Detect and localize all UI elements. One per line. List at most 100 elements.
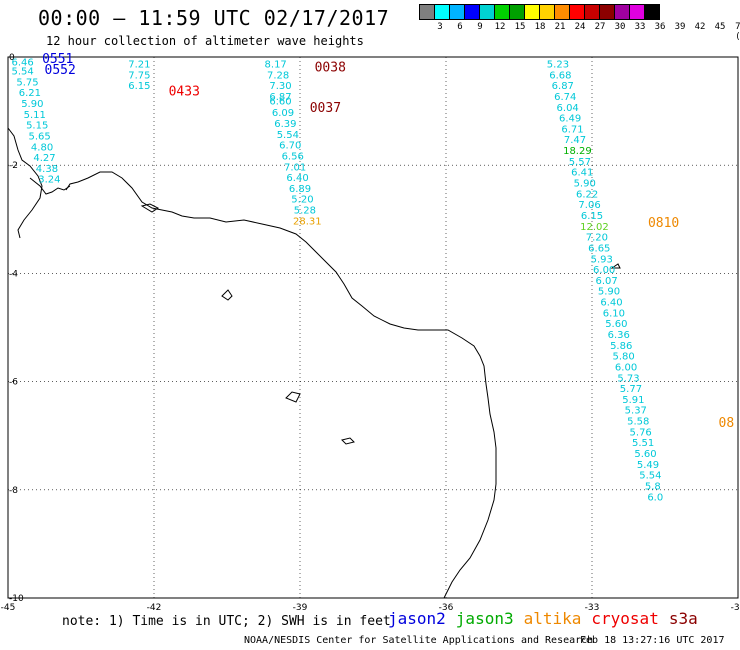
wave-height-value: 5.90 — [598, 287, 620, 298]
color-scale-label: 3 — [437, 22, 443, 32]
wave-height-value: 5.15 — [26, 121, 48, 132]
track-altika: 7.217.756.15 — [128, 59, 150, 92]
wave-height-value: 6.40 — [600, 298, 622, 309]
longitude-tick-label: -45 — [1, 603, 16, 613]
wave-height-value: 5.90 — [574, 179, 596, 190]
wave-height-value: 7.01 — [284, 162, 306, 173]
legend-item-jason2: jason2 — [388, 609, 446, 628]
wave-height-value: 6.22 — [576, 189, 598, 200]
wave-height-value: 5.49 — [637, 460, 659, 471]
wave-height-value: 5.93 — [591, 254, 613, 265]
wave-height-value: 7.21 — [128, 59, 150, 70]
longitude-tick-label: -30 — [731, 603, 740, 613]
legend-item-cryosat: cryosat — [591, 609, 659, 628]
longitude-tick-label: -42 — [147, 603, 162, 613]
wave-height-value: 6.07 — [595, 276, 617, 287]
color-scale-label: 9 — [477, 22, 483, 32]
legend-item-altika: altika — [523, 609, 582, 628]
wave-height-value: 5.20 — [291, 195, 313, 206]
island-1 — [140, 203, 159, 213]
pass-time-label: 0552 — [45, 63, 76, 78]
wave-height-value: 7.75 — [128, 70, 150, 81]
wave-height-value: 3.24 — [38, 175, 60, 186]
wave-height-value: 5.51 — [632, 438, 654, 449]
wave-height-value: 6.74 — [554, 92, 576, 103]
color-scale-label: 12 — [494, 22, 506, 32]
wave-height-value: 6.60 — [269, 96, 291, 107]
wave-height-value: 6.41 — [571, 168, 593, 179]
wave-height-value: 7.30 — [269, 81, 291, 92]
wave-height-value: 6.68 — [549, 70, 571, 81]
wave-height-value: 6.0 — [647, 492, 663, 503]
wave-height-value: 28.31 — [293, 216, 322, 227]
color-scale-label: 18 — [534, 22, 546, 32]
wave-height-value: 6.15 — [581, 211, 603, 222]
wave-height-value: 5.73 — [617, 373, 639, 384]
wave-height-value: 5.28 — [294, 206, 316, 217]
wave-height-value: 5.8 — [645, 481, 661, 492]
color-scale-label: 39 — [674, 22, 686, 32]
wave-height-value: 6.65 — [588, 243, 610, 254]
island-2 — [221, 289, 233, 301]
wave-height-value: 6.15 — [128, 81, 150, 92]
wave-height-value: 5.57 — [569, 157, 591, 168]
brazil-coastline — [65, 171, 497, 599]
wave-height-value: 6.21 — [19, 88, 41, 99]
pass-time-label: 0433 — [169, 85, 200, 100]
longitude-tick-label: -39 — [293, 603, 308, 613]
pass-time-label: 0037 — [310, 101, 341, 116]
wave-height-value: 4.38 — [36, 164, 58, 175]
wave-height-value: 5.54 — [11, 67, 33, 78]
color-scale-label: 45 — [714, 22, 726, 32]
color-scale-label: 15 — [514, 22, 526, 32]
wave-height-value: 5.60 — [605, 319, 627, 330]
latitude-tick-label: -8 — [9, 486, 18, 496]
wave-height-value: 5.37 — [625, 406, 647, 417]
color-scale-label: 42 — [694, 22, 706, 32]
wave-height-value: 6.00 — [593, 265, 615, 276]
wave-height-value: 5.80 — [613, 352, 635, 363]
legend-item-jason3: jason3 — [455, 609, 514, 628]
color-swatch — [644, 4, 660, 20]
wave-height-value: 6.87 — [269, 92, 291, 103]
track-cryosat: 8.177.287.306.876.606.096.395.546.706.56… — [265, 59, 322, 227]
wave-height-value: 6.46 — [11, 57, 33, 68]
wave-height-value: 6.36 — [608, 330, 630, 341]
wave-height-value: 6.00 — [615, 362, 637, 373]
wave-height-value: 6.09 — [272, 108, 294, 119]
legend-item-s3a: s3a — [668, 609, 698, 628]
grid-lines — [7, 56, 739, 599]
axis-tick-labels: -45 -42 -39 -36 -33 -30 0 -2 -4 -6 -8 -10 — [1, 53, 740, 613]
wave-height-value: 6.70 — [279, 141, 301, 152]
wave-height-value: 6.40 — [286, 173, 308, 184]
color-scale-label: 6 — [457, 22, 463, 32]
wave-height-value: 5.23 — [547, 59, 569, 70]
color-scale-label: 27 — [594, 22, 606, 32]
wave-height-value: 12.02 — [580, 222, 609, 233]
wave-height-value: 8.17 — [265, 59, 287, 70]
wave-height-value: 4.27 — [33, 153, 55, 164]
pass-time-label: 0810 — [648, 216, 679, 231]
pass-time-label: 0038 — [315, 61, 346, 76]
color-scale-label: 70 (ft) — [735, 22, 740, 42]
wave-height-value: 5.11 — [24, 110, 46, 121]
color-scale-label: 36 — [654, 22, 666, 32]
maranhao-coast — [7, 127, 71, 239]
color-scale-labels: 36912151821242730333639424570 (ft) — [420, 22, 740, 42]
wave-height-value: 6.10 — [603, 308, 625, 319]
color-scale-label: 24 — [574, 22, 586, 32]
longitude-tick-label: -36 — [439, 603, 454, 613]
latitude-tick-label: -4 — [9, 269, 18, 279]
satellite-legend: jason2 jason3 altika cryosat s3a — [388, 609, 698, 628]
wave-height-value: 5.54 — [277, 130, 299, 141]
coastline — [7, 127, 621, 599]
wave-height-value: 7.47 — [564, 135, 586, 146]
wave-height-value: 5.90 — [21, 99, 43, 110]
longitude-tick-label: -33 — [585, 603, 600, 613]
wave-height-value: 5.60 — [634, 449, 656, 460]
latitude-tick-label: 0 — [9, 53, 15, 63]
page-title: 00:00 – 11:59 UTC 02/17/2017 — [38, 6, 390, 30]
wave-height-value: 5.54 — [639, 471, 661, 482]
wave-height-value: 6.56 — [282, 151, 304, 162]
